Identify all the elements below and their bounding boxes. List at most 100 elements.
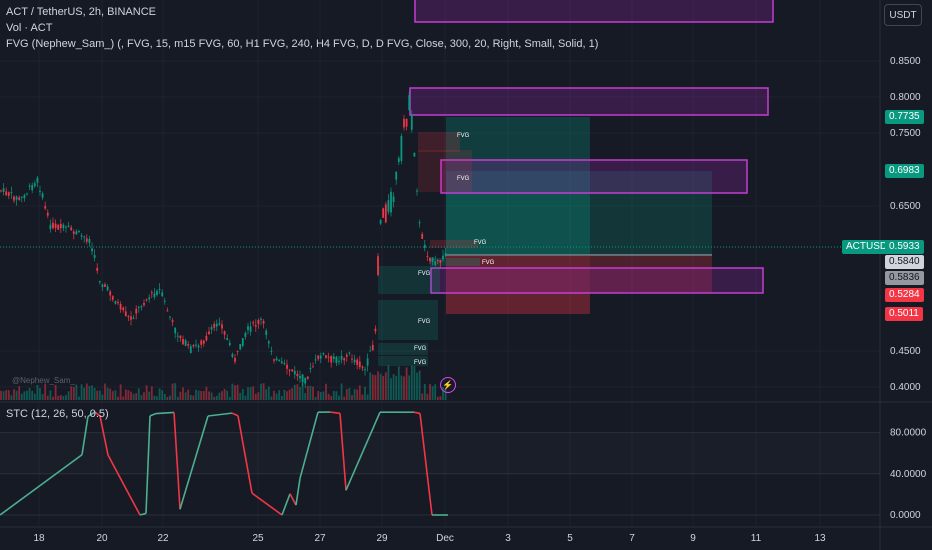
volume-legend[interactable]: Vol · ACT (6, 22, 53, 34)
candle-body (127, 316, 130, 318)
volume-bar (223, 388, 226, 400)
volume-bar (184, 392, 187, 400)
volume-bar (59, 394, 62, 400)
fvg-label: FVG (457, 133, 470, 139)
candle-body (262, 320, 265, 324)
time-tick-label: 25 (252, 533, 264, 544)
fvg-label: FVG (414, 360, 427, 366)
candle-body (273, 359, 275, 361)
volume-bar (231, 383, 234, 400)
time-tick-label: 22 (157, 533, 169, 544)
candle-body (288, 369, 291, 371)
volume-bar (392, 374, 395, 400)
volume-bar (348, 388, 351, 400)
candle-body (41, 193, 44, 198)
volume-bar (104, 383, 106, 400)
volume-bar (356, 389, 359, 400)
candle-body (182, 339, 184, 345)
stc-legend[interactable]: STC (12, 26, 50, 0.5) (6, 408, 109, 420)
lightning-icon[interactable]: ⚡ (440, 377, 456, 393)
time-tick-label: 18 (33, 533, 45, 544)
candle-body (361, 366, 364, 369)
currency-button[interactable]: USDT (884, 4, 922, 26)
fvg-small-zone (418, 132, 460, 152)
volume-bar (80, 384, 83, 400)
volume-bar (275, 393, 278, 400)
candle-body (135, 308, 138, 314)
volume-bar (270, 396, 273, 400)
volume-bar (254, 393, 257, 400)
candle-body (286, 364, 288, 369)
volume-bar (280, 396, 283, 400)
volume-bar (309, 385, 312, 400)
candle-body (239, 344, 242, 350)
volume-bar (413, 366, 416, 400)
symbol-title[interactable]: ACT / TetherUS, 2h, BINANCE (6, 6, 156, 18)
stc-line-segment (0, 454, 83, 516)
volume-bar (70, 386, 73, 400)
volume-bar (0, 390, 2, 400)
volume-bar (338, 395, 340, 400)
stc-line-segment (281, 493, 291, 516)
stc-tick-label: 40.0000 (890, 469, 927, 480)
volume-bar (163, 393, 166, 400)
axes: 18 20 22 25 27 29 Dec 3 5 7 9 11 13 0.8500 0.8000 0.750… (33, 56, 926, 544)
candle-body (304, 377, 307, 384)
volume-bar (62, 396, 65, 400)
price-tick-label: 0.7500 (890, 128, 921, 139)
volume-bar (234, 385, 236, 400)
candle-body (366, 358, 369, 366)
candle-body (153, 293, 156, 298)
fvg-label: FVG (474, 240, 487, 246)
candle-body (306, 376, 309, 379)
candle-body (241, 338, 244, 346)
volume-bar (288, 389, 291, 400)
volume-bar (218, 392, 221, 400)
long-position-loss-zone (446, 256, 590, 314)
price-tick-label: 0.8500 (890, 56, 921, 67)
candle-body (83, 236, 86, 238)
volume-bars (0, 365, 447, 400)
candle-body (163, 300, 166, 302)
volume-bar (124, 389, 127, 400)
candle-body (0, 190, 2, 192)
candle-body (400, 136, 403, 161)
volume-bar (20, 393, 23, 400)
candle-body (345, 354, 348, 357)
stc-line-segment (139, 512, 147, 516)
candle-body (291, 369, 294, 372)
fvg-small-zone (430, 240, 478, 248)
time-tick-label: 13 (814, 533, 826, 544)
candle-body (57, 224, 60, 230)
volume-bar (31, 390, 34, 400)
volume-bar (96, 390, 99, 400)
volume-bar (39, 388, 41, 400)
symbol-tag: ACTUSDT (842, 240, 898, 254)
candle-body (85, 238, 88, 242)
time-tick-label: 29 (376, 533, 388, 544)
candle-body (179, 335, 182, 339)
candle-body (202, 340, 205, 344)
candle-body (293, 370, 296, 375)
volume-bar (15, 390, 18, 400)
volume-bar (260, 383, 262, 400)
volume-bar (2, 391, 5, 400)
candle-body (15, 196, 18, 200)
volume-bar (52, 396, 54, 400)
volume-bar (293, 384, 296, 400)
candle-body (10, 192, 13, 194)
candle-body (301, 374, 304, 383)
candle-body (124, 311, 127, 317)
volume-bar (278, 390, 281, 400)
last-price-tag: 0.5933 (885, 240, 924, 254)
candle-body (413, 152, 416, 157)
candle-body (348, 352, 351, 354)
fvg-label: FVG (418, 319, 431, 325)
fvg-indicator-legend[interactable]: FVG (Nephew_Sam_) (, FVG, 15, m15 FVG, 6… (6, 38, 599, 50)
candle-body (374, 328, 377, 332)
candle-body (234, 357, 236, 362)
volume-bar (249, 387, 252, 400)
candle-body (114, 301, 117, 304)
fvg-box (414, 0, 774, 23)
